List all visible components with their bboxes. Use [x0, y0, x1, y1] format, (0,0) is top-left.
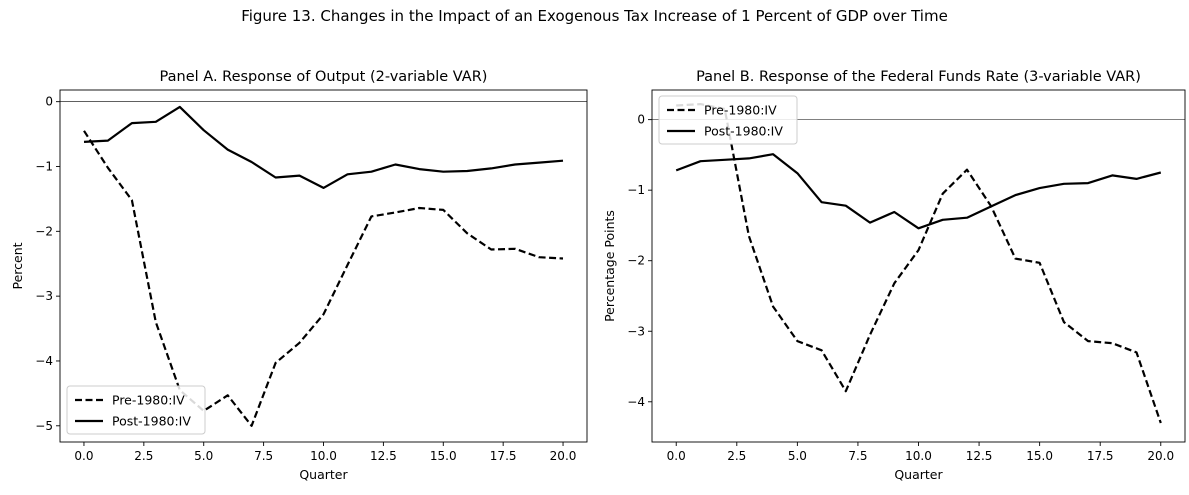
- panel-b-legend-label: Post-1980:IV: [704, 124, 783, 139]
- panel-a-x-axis-label: Quarter: [299, 467, 348, 482]
- panel-b-x-tick-label: 0.0: [667, 449, 686, 463]
- panel-a-x-tick-label: 12.5: [370, 449, 397, 463]
- panel-a-y-axis-label: Percent: [10, 242, 25, 289]
- panel-b-y-axis-label: Percentage Points: [602, 210, 617, 322]
- panel-a-y-tick-label: −2: [35, 224, 53, 238]
- panel-a-y-tick-label: 0: [45, 95, 53, 109]
- panel-b-x-tick-label: 10.0: [905, 449, 932, 463]
- panel-b-y-tick-label: −1: [627, 183, 645, 197]
- panel-a-y-tick-label: −5: [35, 419, 53, 433]
- panel-b-title: Panel B. Response of the Federal Funds R…: [696, 69, 1141, 85]
- panel-b-y-tick-label: −4: [627, 395, 645, 409]
- panel-b-x-tick-label: 5.0: [788, 449, 807, 463]
- panel-b-y-tick-label: −3: [627, 324, 645, 338]
- panel-a-x-tick-label: 20.0: [550, 449, 577, 463]
- panel-b-x-tick-label: 12.5: [966, 449, 993, 463]
- panel-b-x-tick-label: 15.0: [1026, 449, 1053, 463]
- panel-a-x-tick-label: 2.5: [134, 449, 153, 463]
- panel-b-x-tick-label: 7.5: [848, 449, 867, 463]
- panel-a-x-tick-label: 5.0: [194, 449, 213, 463]
- panel-b-x-axis-label: Quarter: [894, 467, 943, 482]
- panel-b-y-tick-label: −2: [627, 254, 645, 268]
- panel-a-title: Panel A. Response of Output (2-variable …: [160, 69, 488, 85]
- panel-a-legend-label: Pre-1980:IV: [112, 393, 185, 408]
- panel-b-legend-label: Pre-1980:IV: [704, 103, 777, 118]
- figure-title: Figure 13. Changes in the Impact of an E…: [241, 7, 948, 25]
- panel-a-x-tick-label: 7.5: [254, 449, 273, 463]
- panel-a-y-tick-label: −4: [35, 354, 53, 368]
- panel-a-x-tick-label: 15.0: [430, 449, 457, 463]
- panel-a-x-tick-label: 17.5: [490, 449, 517, 463]
- panel-a-y-tick-label: −1: [35, 159, 53, 173]
- panel-a-x-tick-label: 0.0: [74, 449, 93, 463]
- panel-b-x-tick-label: 2.5: [727, 449, 746, 463]
- panel-a-y-tick-label: −3: [35, 289, 53, 303]
- panel-b-series-line-pre-1980: [676, 102, 1162, 424]
- panel-a-legend-label: Post-1980:IV: [112, 414, 191, 429]
- panel-a-series-line-post-1980: [83, 105, 564, 189]
- panel-a-series-line-pre-1980: [83, 130, 564, 427]
- panel-b-y-tick-label: 0: [637, 113, 645, 127]
- panel-b-x-tick-label: 20.0: [1147, 449, 1174, 463]
- panel-b-series-line-post-1980: [675, 153, 1162, 230]
- panel-a-x-tick-label: 10.0: [310, 449, 337, 463]
- panel-b-x-tick-label: 17.5: [1087, 449, 1114, 463]
